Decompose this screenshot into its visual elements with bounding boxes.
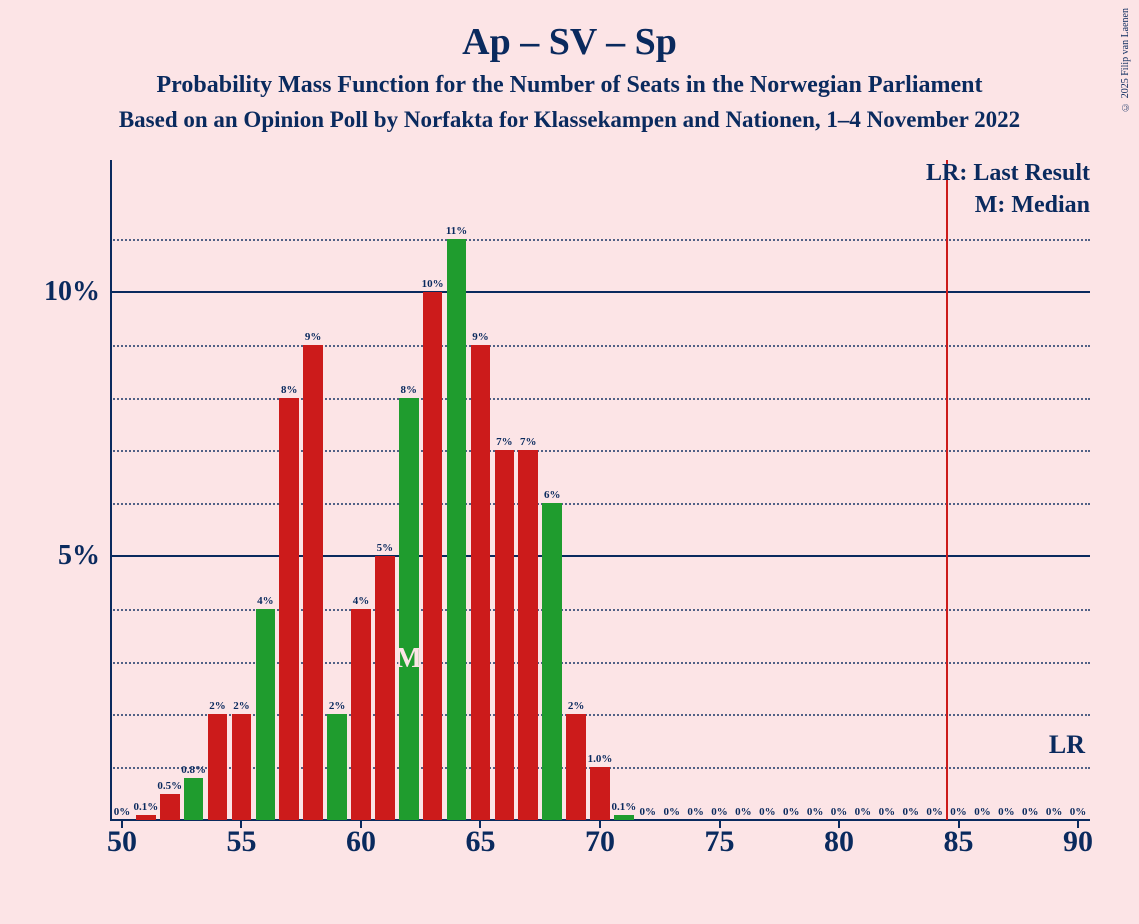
bar bbox=[471, 345, 491, 820]
bar-value-label: 0% bbox=[759, 806, 776, 818]
y-axis-label: 5% bbox=[58, 540, 100, 572]
x-axis-label: 85 bbox=[944, 825, 974, 859]
bar-value-label: 0% bbox=[114, 806, 131, 818]
x-axis-label: 75 bbox=[705, 825, 735, 859]
bar-value-label: 5% bbox=[377, 542, 394, 554]
last-result-line bbox=[946, 160, 948, 820]
bar-value-label: 0.1% bbox=[133, 801, 158, 813]
gridline-major bbox=[110, 555, 1090, 557]
bar-value-label: 1.0% bbox=[588, 753, 613, 765]
bar-value-label: 4% bbox=[257, 595, 274, 607]
legend-median: M: Median bbox=[975, 192, 1090, 219]
gridline-major bbox=[110, 291, 1090, 293]
bar-value-label: 8% bbox=[281, 384, 298, 396]
bar-value-label: 0.8% bbox=[181, 764, 206, 776]
bar-value-label: 0% bbox=[711, 806, 728, 818]
bar bbox=[327, 714, 347, 820]
bar bbox=[542, 503, 562, 820]
median-marker: M bbox=[396, 643, 422, 675]
bar bbox=[136, 815, 156, 820]
bar-value-label: 0.5% bbox=[157, 780, 182, 792]
copyright-text: © 2025 Filip van Laenen bbox=[1120, 8, 1131, 112]
bar-value-label: 2% bbox=[209, 700, 226, 712]
bar-value-label: 0% bbox=[950, 806, 967, 818]
bar bbox=[375, 556, 395, 820]
bar-value-label: 0% bbox=[879, 806, 896, 818]
bar-value-label: 0% bbox=[1046, 806, 1063, 818]
gridline-minor bbox=[110, 398, 1090, 400]
bar bbox=[351, 609, 371, 820]
bar bbox=[184, 778, 204, 820]
bar-value-label: 2% bbox=[568, 700, 585, 712]
gridline-minor bbox=[110, 503, 1090, 505]
x-axis-label: 90 bbox=[1063, 825, 1093, 859]
bar bbox=[208, 714, 228, 820]
bar-value-label: 0% bbox=[735, 806, 752, 818]
x-axis-label: 55 bbox=[226, 825, 256, 859]
bar bbox=[495, 450, 515, 820]
bar bbox=[614, 815, 634, 820]
bar-value-label: 4% bbox=[353, 595, 370, 607]
bar bbox=[423, 292, 443, 820]
legend-lr: LR: Last Result bbox=[926, 160, 1090, 187]
bar-value-label: 0% bbox=[998, 806, 1015, 818]
x-axis-label: 60 bbox=[346, 825, 376, 859]
bar-value-label: 6% bbox=[544, 489, 561, 501]
bar bbox=[399, 398, 419, 820]
bar-value-label: 7% bbox=[520, 436, 537, 448]
bar-value-label: 0.1% bbox=[612, 801, 637, 813]
bar-value-label: 0% bbox=[783, 806, 800, 818]
last-result-marker: LR bbox=[1049, 730, 1085, 760]
bar-value-label: 2% bbox=[329, 700, 346, 712]
bar bbox=[303, 345, 323, 820]
chart-subtitle-2: Based on an Opinion Poll by Norfakta for… bbox=[0, 107, 1139, 133]
bar-value-label: 9% bbox=[472, 331, 489, 343]
bar-value-label: 0% bbox=[807, 806, 824, 818]
bar-value-label: 8% bbox=[401, 384, 418, 396]
pmf-chart: 5%10%5055606570758085900%0.1%0.5%0.8%2%2… bbox=[110, 160, 1090, 820]
bar-value-label: 2% bbox=[233, 700, 250, 712]
bar bbox=[518, 450, 538, 820]
bar-value-label: 0% bbox=[831, 806, 848, 818]
x-axis-label: 50 bbox=[107, 825, 137, 859]
bar bbox=[232, 714, 252, 820]
bar bbox=[279, 398, 299, 820]
bar bbox=[590, 767, 610, 820]
gridline-minor bbox=[110, 345, 1090, 347]
bar-value-label: 11% bbox=[446, 225, 467, 237]
bar bbox=[447, 239, 467, 820]
bar bbox=[256, 609, 276, 820]
plot-area: 5%10%5055606570758085900%0.1%0.5%0.8%2%2… bbox=[110, 160, 1090, 820]
bar-value-label: 0% bbox=[926, 806, 943, 818]
bar-value-label: 0% bbox=[640, 806, 657, 818]
bar bbox=[160, 794, 180, 820]
x-axis-label: 80 bbox=[824, 825, 854, 859]
bar-value-label: 7% bbox=[496, 436, 513, 448]
gridline-minor bbox=[110, 450, 1090, 452]
bar-value-label: 0% bbox=[855, 806, 872, 818]
x-axis-label: 70 bbox=[585, 825, 615, 859]
y-axis-label: 10% bbox=[44, 276, 100, 308]
bar-value-label: 0% bbox=[687, 806, 704, 818]
chart-title: Ap – SV – Sp bbox=[0, 0, 1139, 64]
bar-value-label: 0% bbox=[1070, 806, 1087, 818]
x-axis-label: 65 bbox=[465, 825, 495, 859]
bar-value-label: 9% bbox=[305, 331, 322, 343]
bar-value-label: 0% bbox=[902, 806, 919, 818]
bar-value-label: 0% bbox=[974, 806, 991, 818]
gridline-minor bbox=[110, 239, 1090, 241]
bar-value-label: 0% bbox=[1022, 806, 1039, 818]
chart-subtitle-1: Probability Mass Function for the Number… bbox=[0, 72, 1139, 99]
bar bbox=[566, 714, 586, 820]
y-axis-line bbox=[110, 160, 112, 820]
bar-value-label: 10% bbox=[422, 278, 444, 290]
bar-value-label: 0% bbox=[663, 806, 680, 818]
